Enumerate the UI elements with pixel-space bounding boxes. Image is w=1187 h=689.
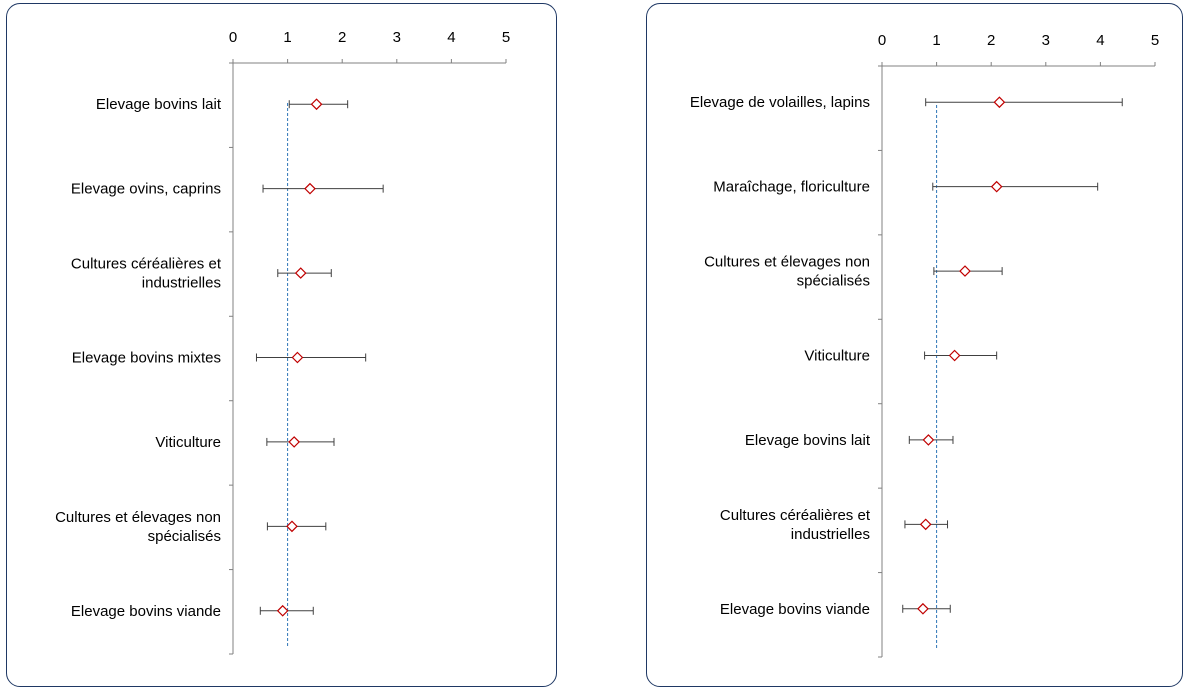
x-tick-label: 5 bbox=[502, 29, 510, 46]
left-forest-plot: 0 1 2 3 4 5 Elevage bovins lait Elevage ovins, … bbox=[55, 29, 510, 655]
estimate-marker bbox=[922, 434, 935, 446]
left-chart-panel: 0 1 2 3 4 5 Elevage bovins lait Elevage ovins, … bbox=[6, 3, 557, 687]
category-label: Cultures et élevages non spécialisés bbox=[55, 509, 221, 545]
category-label: Elevage bovins viande bbox=[71, 603, 221, 620]
x-tick-label: 2 bbox=[338, 29, 346, 46]
x-tick-label: 5 bbox=[1151, 32, 1159, 49]
x-tick-label: 1 bbox=[283, 29, 291, 46]
x-tick-label: 3 bbox=[393, 29, 401, 46]
estimate-marker bbox=[304, 182, 316, 195]
x-tick-label: 4 bbox=[1096, 32, 1104, 49]
x-tick-label: 0 bbox=[878, 32, 886, 49]
category-label: Elevage de volailles, lapins bbox=[690, 94, 870, 111]
category-label: Cultures et élevages non spécialisés bbox=[704, 254, 870, 290]
category-label: Viticulture bbox=[804, 348, 870, 365]
x-tick-label: 3 bbox=[1042, 32, 1050, 49]
estimate-marker bbox=[919, 518, 932, 531]
x-tick-label: 0 bbox=[229, 29, 237, 46]
category-label: Cultures céréalières et industrielles bbox=[720, 507, 871, 543]
estimate-marker bbox=[959, 265, 971, 277]
x-tick-label: 1 bbox=[932, 32, 940, 49]
estimate-marker bbox=[993, 96, 1006, 109]
category-label: Elevage bovins lait bbox=[745, 432, 871, 449]
estimate-marker bbox=[310, 98, 323, 111]
category-label: Cultures céréalières et industrielles bbox=[71, 256, 222, 292]
estimate-marker bbox=[990, 180, 1003, 193]
estimate-marker bbox=[276, 604, 289, 617]
category-label: Maraîchage, floriculture bbox=[713, 179, 870, 196]
x-tick-label: 4 bbox=[447, 29, 455, 46]
estimate-marker bbox=[288, 436, 301, 448]
estimate-marker bbox=[291, 351, 304, 364]
right-chart-panel: 0 1 2 3 4 5 Elevage de volailles, lapins Maraîc… bbox=[646, 3, 1183, 687]
estimate-marker bbox=[917, 602, 929, 615]
category-label: Elevage ovins, caprins bbox=[71, 181, 221, 198]
estimate-marker bbox=[948, 349, 961, 362]
estimate-marker bbox=[286, 520, 298, 533]
category-label: Elevage bovins viande bbox=[720, 601, 870, 618]
category-label: Viticulture bbox=[155, 434, 221, 451]
category-label: Elevage bovins mixtes bbox=[72, 350, 221, 367]
right-forest-plot: 0 1 2 3 4 5 Elevage de volailles, lapins Maraîc… bbox=[690, 32, 1159, 658]
x-tick-label: 2 bbox=[987, 32, 995, 49]
category-label: Elevage bovins lait bbox=[96, 96, 222, 113]
estimate-marker bbox=[294, 267, 307, 279]
